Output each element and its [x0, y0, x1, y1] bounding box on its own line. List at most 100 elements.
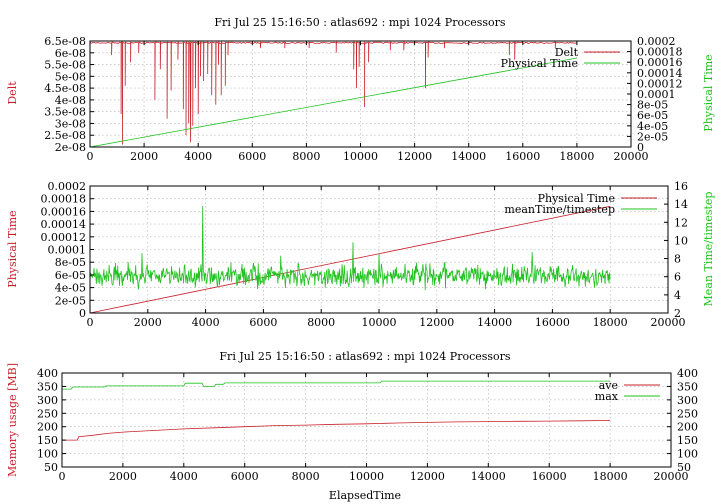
x-tick-label: 8000	[292, 470, 320, 483]
y-tick-label: 350	[37, 380, 58, 393]
y-tick-label: 250	[37, 407, 58, 420]
y-tick-label: 4e-08	[55, 94, 86, 107]
series-line-meantime-timestep	[89, 205, 611, 291]
y-tick-label: 0.00012	[41, 231, 87, 244]
y-tick-label: 300	[37, 394, 58, 407]
y2-tick-label: 12	[674, 216, 688, 229]
y-tick-label: 100	[37, 448, 58, 461]
y2-tick-label: 10	[674, 234, 688, 247]
x-tick-label: 8000	[292, 150, 320, 163]
y2-tick-label: 0.0002	[637, 35, 676, 48]
y2-tick-label: 8	[674, 253, 681, 266]
y-tick-label: 400	[37, 367, 58, 380]
y-axis-label: Delt	[6, 81, 19, 105]
x-tick-label: 0	[59, 470, 66, 483]
y2-tick-label: 100	[677, 448, 698, 461]
y2-tick-label: 14	[674, 198, 688, 211]
y-axis-label: Memory usage [MB]	[6, 363, 19, 477]
y2-tick-label: 16	[674, 180, 688, 193]
legend-label: Physical Time	[538, 192, 615, 205]
y2-tick-label: 0.00012	[637, 77, 683, 90]
series-line-ave	[62, 420, 611, 441]
x-tick-label: 4000	[192, 316, 220, 329]
y2-tick-label: 0.0001	[637, 88, 676, 101]
y2-tick-label: 0	[637, 141, 644, 154]
legend-label: Physical Time	[501, 57, 578, 70]
panel-title: Fri Jul 25 15:16:50 : atlas692 : mpi 102…	[219, 350, 511, 363]
y-tick-label: 5.5e-08	[44, 59, 86, 72]
x-tick-label: 18000	[593, 316, 628, 329]
series-line-delt	[89, 41, 577, 145]
series-line-physical-time	[89, 57, 577, 148]
legend-label: max	[595, 390, 619, 403]
plot-frame	[61, 372, 672, 468]
x-tick-label: 12000	[419, 316, 454, 329]
y-axis-label: Physical Time	[6, 210, 19, 287]
series-line-max	[62, 380, 611, 390]
x-axis-label: ElapsedTime	[329, 489, 401, 502]
x-tick-label: 16000	[532, 470, 567, 483]
y2-tick-label: 0.00016	[637, 56, 683, 69]
x-tick-label: 10000	[362, 316, 397, 329]
y2-tick-label: 0.00014	[637, 67, 683, 80]
y-tick-label: 0.00016	[41, 205, 87, 218]
y-tick-label: 2e-08	[55, 141, 86, 154]
x-tick-label: 12000	[410, 470, 445, 483]
x-tick-label: 16000	[505, 150, 540, 163]
panel-physical-time: Physical Time Mean Time/timestep Physica…	[6, 180, 715, 329]
y-tick-label: 200	[37, 421, 58, 434]
y-tick-label: 0	[79, 307, 86, 320]
x-tick-label: 14000	[471, 470, 506, 483]
x-tick-label: 0	[87, 316, 94, 329]
x-tick-label: 10000	[349, 470, 384, 483]
y-tick-label: 6.5e-08	[44, 35, 86, 48]
x-tick-label: 14000	[477, 316, 512, 329]
panel-title: Fri Jul 25 15:16:50 : atlas692 : mpi 102…	[214, 16, 506, 29]
y2-tick-label: 150	[677, 434, 698, 447]
x-tick-label: 20000	[651, 316, 686, 329]
x-tick-label: 20000	[614, 150, 649, 163]
y-tick-label: 8e-05	[55, 256, 86, 269]
y-tick-label: 5e-08	[55, 70, 86, 83]
x-tick-label: 4000	[170, 470, 198, 483]
x-tick-label: 16000	[535, 316, 570, 329]
y-tick-label: 3.5e-08	[44, 106, 86, 119]
y2-tick-label: 2e-05	[637, 130, 668, 143]
y2-tick-label: 8e-05	[637, 99, 668, 112]
y-tick-label: 0.00018	[41, 193, 87, 206]
y2-tick-label: 6e-05	[637, 109, 668, 122]
x-tick-label: 4000	[184, 150, 212, 163]
y2-tick-label: 250	[677, 407, 698, 420]
y-tick-label: 0.0001	[48, 244, 87, 257]
y-tick-label: 6e-08	[55, 47, 86, 60]
legend-label: ave	[599, 379, 618, 392]
x-tick-label: 8000	[307, 316, 335, 329]
y-tick-label: 2e-05	[55, 294, 86, 307]
x-tick-label: 10000	[343, 150, 378, 163]
series-line-physical-time	[89, 205, 611, 314]
y2-tick-label: 6	[674, 271, 681, 284]
y-tick-label: 4e-05	[55, 282, 86, 295]
y2-tick-label: 0.00018	[637, 46, 683, 59]
legend-label: Delt	[555, 46, 579, 59]
y2-tick-label: 2	[674, 307, 681, 320]
y2-axis-label: Physical Time	[702, 54, 715, 131]
y2-tick-label: 300	[677, 394, 698, 407]
y-tick-label: 6e-05	[55, 269, 86, 282]
y2-axis-label: Mean Time/timestep	[702, 192, 715, 307]
y-tick-label: 4.5e-08	[44, 82, 86, 95]
y2-tick-label: 400	[677, 367, 698, 380]
panel-delt: Fri Jul 25 15:16:50 : atlas692 : mpi 102…	[6, 16, 715, 163]
y-tick-label: 0.00014	[41, 218, 87, 231]
x-tick-label: 20000	[654, 470, 689, 483]
y-tick-label: 150	[37, 434, 58, 447]
legend-label: meanTime/timestep	[504, 203, 615, 216]
x-tick-label: 2000	[109, 470, 137, 483]
x-tick-label: 12000	[397, 150, 432, 163]
y2-tick-label: 4	[674, 289, 681, 302]
y2-tick-label: 200	[677, 421, 698, 434]
y-tick-label: 3e-08	[55, 117, 86, 130]
x-tick-label: 0	[87, 150, 94, 163]
y-tick-label: 2.5e-08	[44, 129, 86, 142]
